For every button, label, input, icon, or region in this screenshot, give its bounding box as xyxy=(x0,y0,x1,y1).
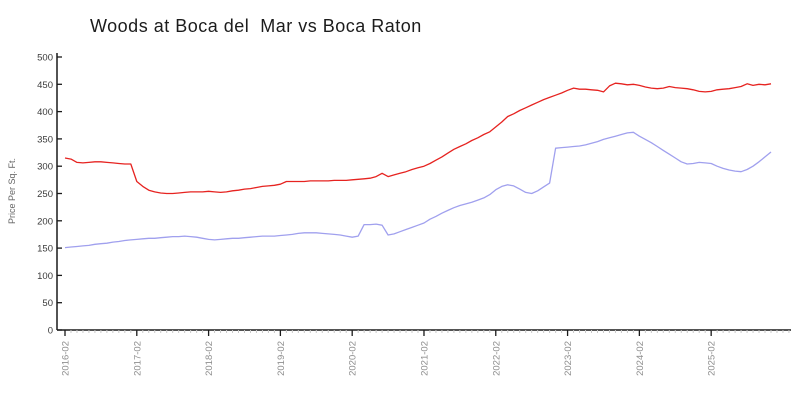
x-axis-major-ticks: 2016-02 2017-02 2018-02 2019-02 2020-02 2021-… xyxy=(61,330,718,376)
y-tick-label: 250 xyxy=(37,189,53,200)
x-tick-label: 2023-02 xyxy=(563,341,574,376)
y-tick-label: 300 xyxy=(37,162,53,173)
chart-title: Woods at Boca del Mar vs Boca Raton xyxy=(90,16,422,36)
x-tick-label: 2016-02 xyxy=(61,341,72,376)
axes xyxy=(56,53,791,331)
series-red-line xyxy=(64,82,772,195)
x-tick-label: 2018-02 xyxy=(204,341,215,376)
x-tick-label: 2024-02 xyxy=(635,341,646,376)
x-tick-label: 2025-02 xyxy=(707,341,718,376)
y-tick-label: 50 xyxy=(42,298,53,309)
y-tick-label: 0 xyxy=(48,326,53,337)
y-tick-label: 500 xyxy=(37,53,53,64)
y-tick-label: 350 xyxy=(37,134,53,145)
x-tick-label: 2017-02 xyxy=(132,341,143,376)
x-tick-label: 2021-02 xyxy=(419,341,430,376)
x-tick-label: 2022-02 xyxy=(491,341,502,376)
y-tick-label: 450 xyxy=(37,80,53,91)
y-tick-label: 400 xyxy=(37,107,53,118)
y-axis-ticks: 0 50 100 150 200 250 300 350 400 450 500 xyxy=(37,53,62,337)
series-blue-line xyxy=(64,131,772,249)
y-tick-label: 200 xyxy=(37,216,53,227)
y-tick-label: 100 xyxy=(37,271,53,282)
x-tick-label: 2020-02 xyxy=(348,341,359,376)
x-tick-label: 2019-02 xyxy=(276,341,287,376)
y-tick-label: 150 xyxy=(37,244,53,255)
